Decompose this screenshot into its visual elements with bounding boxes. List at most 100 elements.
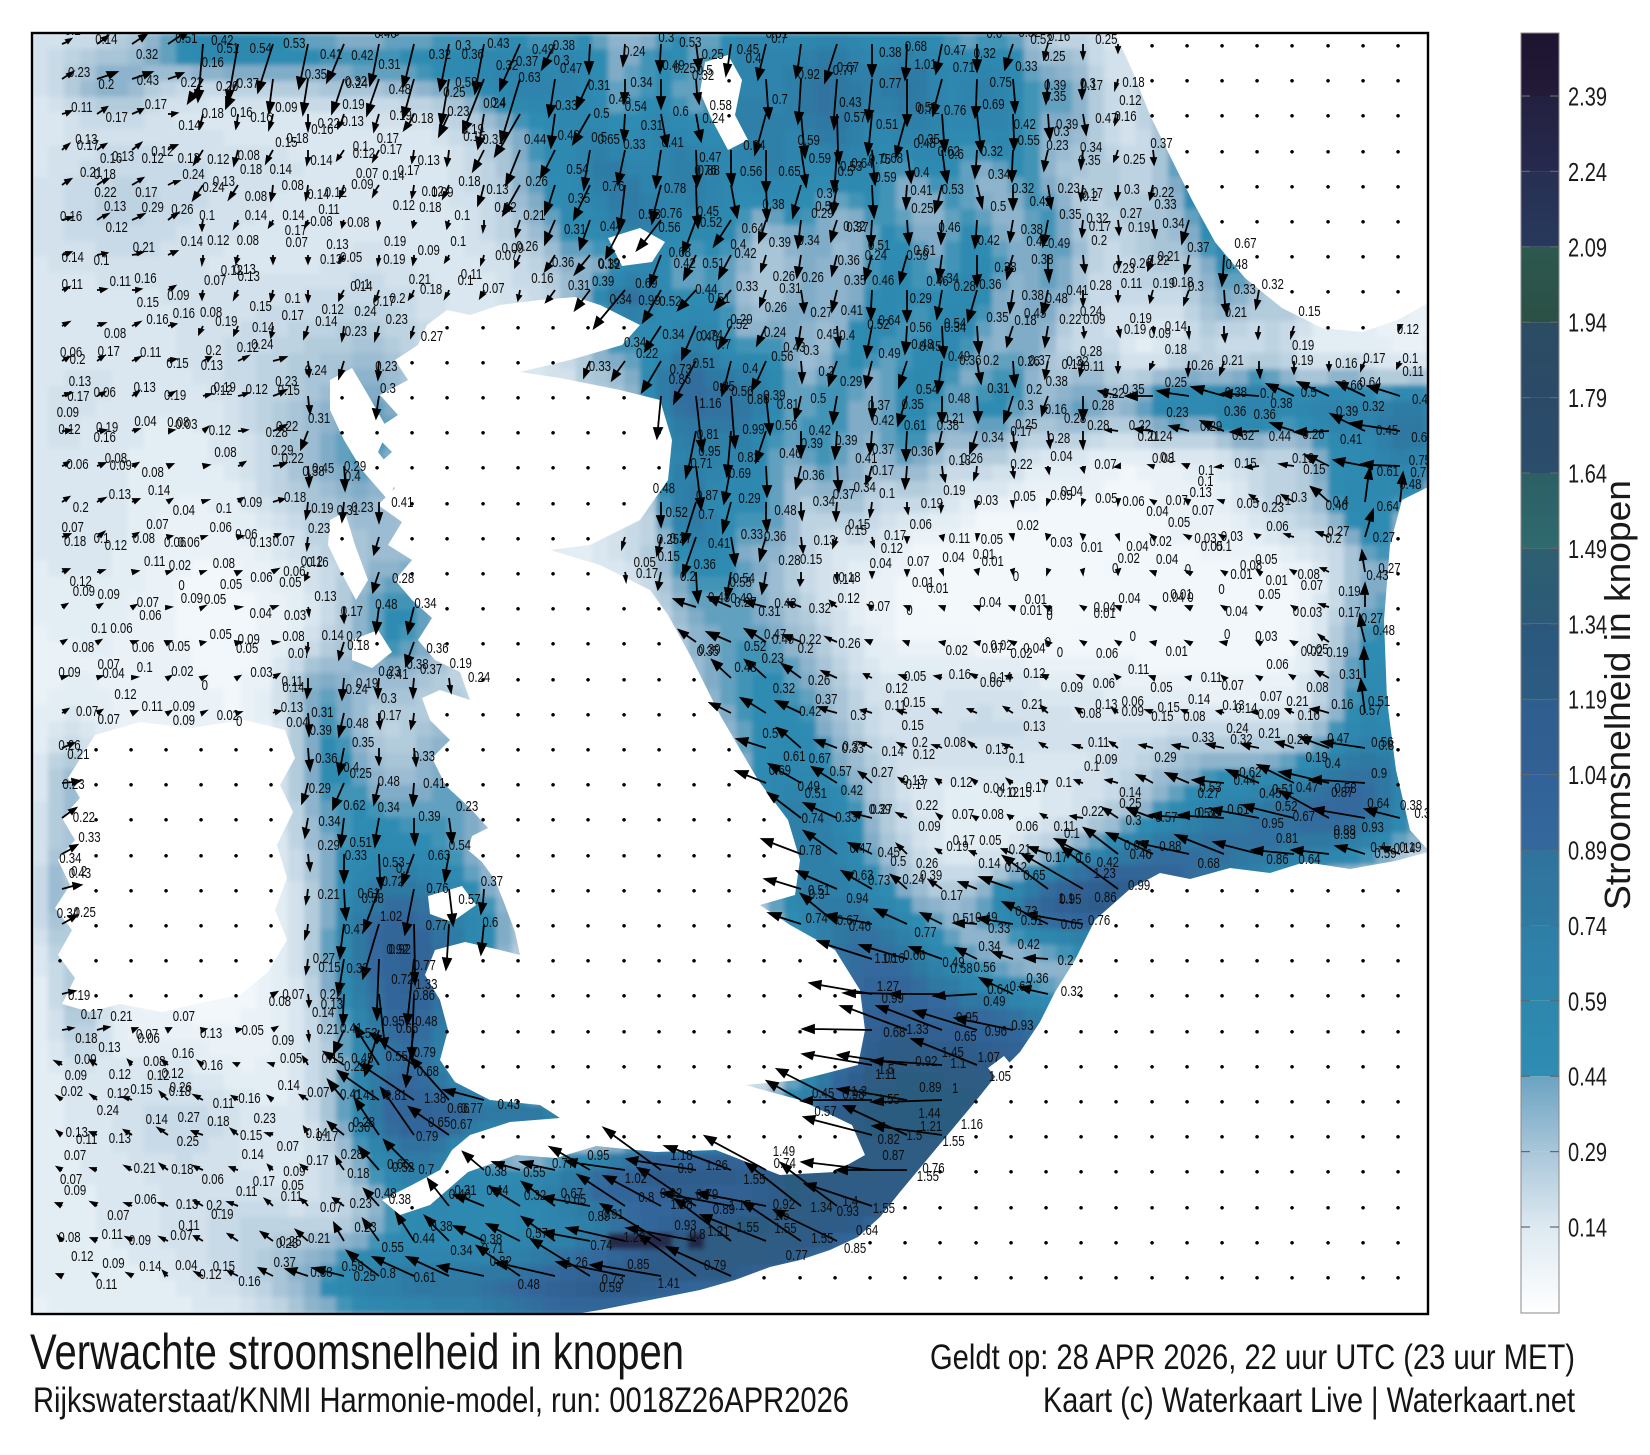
svg-text:0.09: 0.09 [240,494,262,511]
svg-text:0.26: 0.26 [516,238,538,255]
svg-text:0.16: 0.16 [311,121,333,138]
svg-text:0.15: 0.15 [166,355,188,372]
svg-text:0.1: 0.1 [450,233,466,250]
svg-text:0.77: 0.77 [879,75,901,92]
svg-text:0.48: 0.48 [389,81,411,98]
svg-text:0.23: 0.23 [1166,404,1188,421]
svg-text:0.69: 0.69 [635,275,657,292]
svg-text:0.11: 0.11 [144,553,165,570]
svg-text:0.33: 0.33 [589,358,611,375]
svg-text:0.13: 0.13 [418,152,440,169]
svg-text:0.26: 0.26 [216,78,238,95]
svg-text:0.02: 0.02 [169,557,191,574]
svg-text:0.37: 0.37 [833,486,855,503]
svg-text:0.14: 0.14 [245,207,267,224]
svg-text:0.54: 0.54 [250,40,272,57]
svg-text:0.14: 0.14 [252,319,274,336]
svg-text:0.11: 0.11 [318,201,339,218]
svg-text:0.19: 0.19 [342,96,364,113]
svg-text:0.13: 0.13 [486,181,508,198]
svg-text:0.33: 0.33 [1234,281,1256,298]
svg-text:0.48: 0.48 [653,480,675,497]
svg-text:0.14: 0.14 [350,278,372,295]
svg-text:0.07: 0.07 [356,165,378,182]
svg-text:0.42: 0.42 [872,412,894,429]
svg-text:0.39: 0.39 [1336,403,1358,420]
svg-text:0.19: 0.19 [390,107,412,124]
svg-text:0.44: 0.44 [524,131,546,148]
svg-text:0.18: 0.18 [1014,312,1036,329]
svg-text:0.37: 0.37 [516,53,538,70]
svg-text:0.17: 0.17 [636,565,658,582]
svg-text:0.15: 0.15 [658,548,680,565]
svg-text:0.49: 0.49 [1048,235,1070,252]
svg-text:0.33: 0.33 [1015,58,1037,75]
svg-text:0.52: 0.52 [659,293,681,310]
svg-text:0.76: 0.76 [944,102,966,119]
svg-text:0.21: 0.21 [409,271,431,288]
svg-text:0.18: 0.18 [64,533,86,550]
svg-text:0.13: 0.13 [250,534,272,551]
svg-text:0.35: 0.35 [844,272,866,289]
svg-text:0.24: 0.24 [251,336,273,353]
svg-text:0.19: 0.19 [384,233,406,250]
svg-text:0.08: 0.08 [104,325,126,342]
svg-text:0.13: 0.13 [104,198,126,215]
svg-text:0.62: 0.62 [938,143,960,160]
svg-text:0.24: 0.24 [202,179,224,196]
svg-text:0.1: 0.1 [1160,449,1176,466]
svg-text:0.49: 0.49 [878,345,900,362]
svg-text:0.37: 0.37 [1187,239,1209,256]
svg-text:0.04: 0.04 [1146,503,1168,520]
svg-text:0.19: 0.19 [311,500,333,517]
svg-text:0.32: 0.32 [981,143,1003,160]
svg-text:0.23: 0.23 [1058,180,1080,197]
svg-text:0.41: 0.41 [320,46,342,63]
svg-text:0.59: 0.59 [798,132,820,149]
svg-text:0.61: 0.61 [904,417,926,434]
svg-text:0.12: 0.12 [301,553,323,570]
svg-text:0.33: 0.33 [623,136,645,153]
svg-text:0.71: 0.71 [953,59,975,76]
svg-text:0.67: 0.67 [837,59,859,76]
svg-text:0.33: 0.33 [741,526,763,543]
svg-text:0.17: 0.17 [98,343,120,360]
svg-text:0.35: 0.35 [986,309,1008,326]
svg-text:0.32: 0.32 [1362,398,1384,415]
svg-text:0.34: 0.34 [630,74,652,91]
svg-text:0.18: 0.18 [419,199,441,216]
svg-text:0.65: 0.65 [778,163,800,180]
svg-text:0.42: 0.42 [1026,233,1048,250]
svg-text:0.12: 0.12 [58,421,80,438]
svg-text:0.46: 0.46 [872,272,894,289]
svg-text:0.34: 0.34 [662,326,684,343]
svg-text:0.31: 0.31 [337,502,359,519]
svg-text:0.64: 0.64 [1377,498,1399,515]
svg-text:0.06: 0.06 [1266,518,1288,535]
svg-text:0.19: 0.19 [943,482,965,499]
svg-text:0.16: 0.16 [173,305,195,322]
svg-text:0.45: 0.45 [817,326,839,343]
svg-text:0.3: 0.3 [1291,489,1307,506]
svg-text:0.3: 0.3 [455,37,471,54]
svg-text:0.12: 0.12 [1397,321,1419,338]
svg-text:0.31: 0.31 [987,380,1009,397]
svg-text:0.14: 0.14 [178,117,200,134]
svg-text:0.19: 0.19 [1128,219,1150,236]
svg-text:0.35: 0.35 [1044,88,1066,105]
svg-text:0.07: 0.07 [286,234,308,251]
svg-text:0.1: 0.1 [1216,538,1232,555]
svg-text:0.32: 0.32 [429,46,451,63]
svg-text:0.25: 0.25 [911,200,933,217]
svg-text:0.92: 0.92 [798,66,820,83]
svg-text:0.18: 0.18 [202,105,224,122]
svg-text:0.39: 0.39 [769,234,791,251]
svg-text:0.39: 0.39 [801,435,823,452]
svg-text:0.1: 0.1 [199,207,215,224]
svg-text:0.26: 0.26 [765,299,787,316]
svg-text:0.12: 0.12 [1119,92,1141,109]
svg-text:0.14: 0.14 [181,233,203,250]
svg-text:0.16: 0.16 [250,109,272,126]
svg-text:0.06: 0.06 [178,534,200,551]
svg-text:0.4: 0.4 [746,50,762,67]
